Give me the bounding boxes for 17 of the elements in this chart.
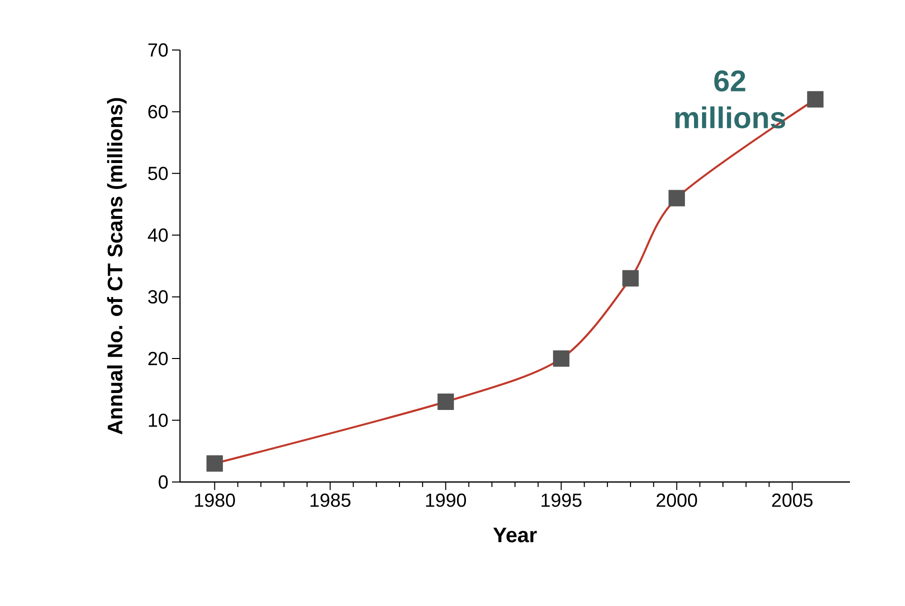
y-tick-label: 50 — [148, 166, 168, 180]
y-tick-label: 10 — [148, 414, 168, 427]
x-tick-label: 1995 — [542, 494, 582, 507]
x-axis-title: Year — [493, 528, 537, 542]
y-tick-label: 40 — [148, 228, 168, 242]
y-tick-label: 60 — [148, 105, 168, 118]
x-tick-label: 2000 — [656, 494, 698, 507]
x-tick-label: 1980 — [195, 494, 235, 507]
y-tick-label: 70 — [148, 43, 168, 57]
x-tick-label: 1985 — [310, 494, 350, 507]
y-tick-label: 30 — [148, 290, 168, 304]
y-tick-label: 0 — [158, 475, 168, 489]
annotation: 62 millions — [675, 70, 786, 128]
x-tick-label: 1990 — [426, 494, 466, 507]
y-axis-title: Annual No. of CT Scans (millions) — [107, 98, 127, 434]
y-tick-label: 20 — [148, 352, 168, 366]
x-tick-label: 2005 — [772, 494, 813, 507]
